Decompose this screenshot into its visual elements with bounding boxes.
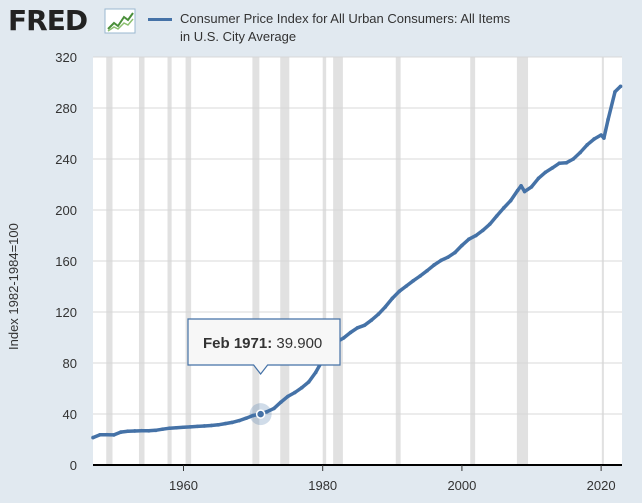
tooltip-box (187, 318, 341, 375)
data-point[interactable] (613, 90, 617, 94)
tooltip-date: Feb 1971: (203, 335, 276, 352)
data-point[interactable] (550, 166, 555, 170)
data-point[interactable] (348, 330, 353, 335)
data-point[interactable] (223, 421, 228, 426)
data-point[interactable] (467, 237, 471, 241)
data-point[interactable] (112, 433, 116, 437)
y-tick-label: 200 (55, 203, 77, 218)
data-point[interactable] (487, 222, 492, 226)
data-point[interactable] (453, 250, 457, 255)
data-point[interactable] (474, 233, 478, 238)
data-point[interactable] (390, 296, 395, 301)
y-tick-label: 120 (55, 305, 77, 320)
data-point[interactable] (599, 133, 603, 137)
data-point[interactable] (564, 161, 569, 165)
data-point[interactable] (432, 263, 436, 267)
data-point[interactable] (397, 289, 402, 294)
data-point[interactable] (383, 305, 388, 309)
legend-label: Consumer Price Index for All Urban Consu… (180, 11, 511, 44)
data-point[interactable] (279, 400, 283, 404)
data-point[interactable] (209, 423, 214, 428)
data-point[interactable] (557, 161, 562, 166)
data-point[interactable] (606, 117, 610, 122)
data-point[interactable] (439, 258, 443, 263)
data-point[interactable] (174, 425, 179, 430)
data-point[interactable] (139, 428, 144, 433)
data-point[interactable] (286, 394, 290, 399)
y-tick-label: 80 (63, 356, 77, 371)
data-point[interactable] (460, 243, 464, 248)
tooltip-value: 39.900 (276, 335, 322, 352)
y-tick-label: 40 (63, 407, 77, 422)
data-point[interactable] (265, 409, 269, 414)
data-point[interactable] (251, 413, 255, 418)
data-point[interactable] (91, 435, 95, 440)
chart-trend-icon (104, 8, 136, 34)
data-point[interactable] (404, 284, 409, 288)
data-point[interactable] (446, 255, 450, 259)
data-point[interactable] (369, 318, 374, 322)
data-point[interactable] (202, 424, 207, 428)
x-tick-label: 1980 (308, 478, 337, 493)
data-point[interactable] (543, 170, 548, 175)
data-point[interactable] (529, 185, 534, 189)
data-point[interactable] (216, 423, 221, 427)
data-point[interactable] (536, 176, 541, 181)
legend-swatch (148, 18, 172, 21)
data-point[interactable] (425, 268, 429, 273)
fred-logo[interactable]: FRED (8, 4, 88, 37)
data-point[interactable] (160, 427, 165, 431)
x-tick-label: 1960 (169, 478, 198, 493)
data-point[interactable] (571, 157, 576, 161)
y-tick-label: 280 (55, 101, 77, 116)
data-point[interactable] (494, 214, 499, 218)
data-point[interactable] (618, 84, 623, 89)
data-point[interactable] (515, 188, 520, 193)
data-point[interactable] (341, 336, 346, 340)
data-point[interactable] (480, 228, 485, 233)
data-point[interactable] (313, 370, 318, 375)
data-point[interactable] (508, 198, 513, 203)
data-point[interactable] (306, 380, 311, 384)
data-point[interactable] (522, 189, 527, 194)
data-point[interactable] (585, 143, 589, 147)
data-point[interactable] (244, 416, 248, 421)
data-point[interactable] (230, 420, 235, 425)
data-point[interactable] (355, 326, 360, 330)
data-point[interactable] (418, 274, 422, 278)
x-tick-label: 2000 (447, 478, 476, 493)
highlight-point[interactable] (255, 409, 266, 419)
data-point[interactable] (153, 428, 158, 433)
data-point[interactable] (519, 183, 523, 188)
y-tick-label: 0 (70, 458, 77, 473)
y-tick-label: 320 (55, 50, 77, 65)
data-point[interactable] (126, 429, 130, 434)
data-point[interactable] (592, 137, 596, 141)
data-point[interactable] (132, 429, 137, 433)
data-point[interactable] (602, 136, 606, 140)
data-point[interactable] (167, 426, 172, 430)
data-point[interactable] (181, 425, 186, 430)
data-point[interactable] (411, 278, 415, 283)
data-point[interactable] (300, 385, 304, 390)
data-point[interactable] (501, 206, 506, 210)
data-point[interactable] (188, 425, 193, 429)
x-tick-label: 2020 (587, 478, 616, 493)
data-point[interactable] (237, 418, 241, 423)
data-point[interactable] (578, 150, 583, 155)
tooltip-text: Feb 1971: 39.900 (203, 335, 322, 352)
data-point[interactable] (293, 390, 297, 395)
data-point[interactable] (376, 312, 381, 316)
data-point[interactable] (362, 323, 367, 328)
y-tick-label: 160 (55, 254, 77, 269)
data-point[interactable] (146, 429, 151, 433)
data-point[interactable] (272, 406, 276, 411)
data-point[interactable] (119, 430, 123, 434)
data-point[interactable] (195, 424, 200, 429)
y-tick-label: 240 (55, 152, 77, 167)
data-point[interactable] (105, 432, 109, 437)
data-point[interactable] (98, 432, 102, 437)
